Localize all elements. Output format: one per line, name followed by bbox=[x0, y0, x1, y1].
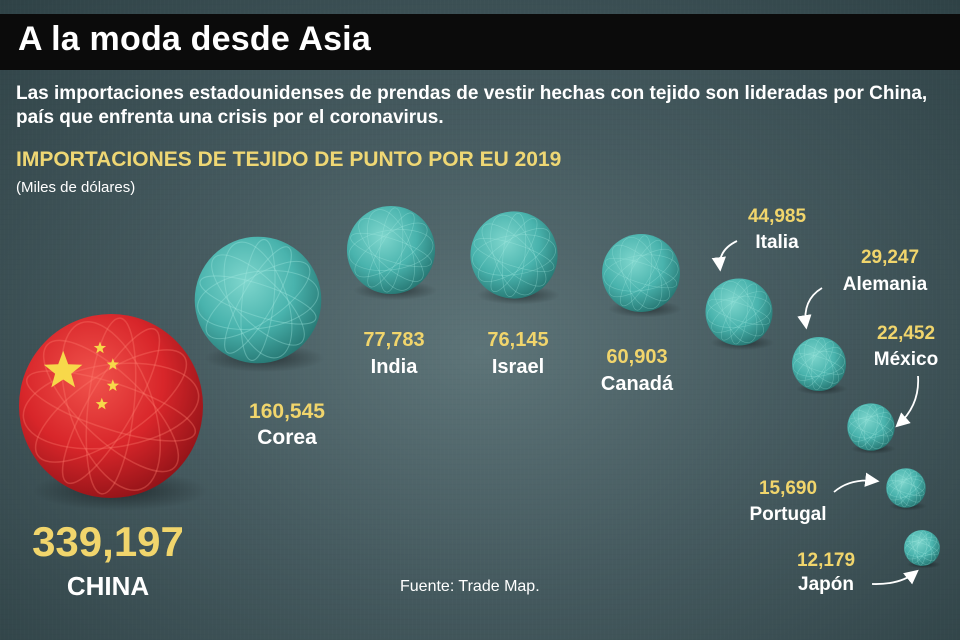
category-label-alemania: Alemania bbox=[843, 274, 928, 295]
yarn-ball-icon bbox=[602, 234, 680, 312]
yarn-ball-icon bbox=[847, 403, 895, 451]
yarn-texture-india bbox=[348, 207, 434, 293]
yarn-texture-china bbox=[22, 317, 200, 495]
bubble-israel bbox=[470, 211, 558, 299]
category-label-israel: Israel bbox=[492, 356, 544, 378]
source-note: Fuente: Trade Map. bbox=[400, 578, 540, 595]
bubble-mexico bbox=[847, 403, 895, 451]
bubble-india bbox=[346, 205, 436, 295]
yarn-texture-corea bbox=[197, 239, 319, 361]
category-label-portugal: Portugal bbox=[749, 504, 826, 525]
category-label-china: CHINA bbox=[67, 571, 150, 601]
value-label-japon: 12,179 bbox=[797, 550, 855, 571]
page-title: A la moda desde Asia bbox=[18, 20, 371, 58]
bubble-japon bbox=[904, 530, 940, 566]
category-label-canada: Canadá bbox=[601, 373, 674, 395]
yarn-ball-icon bbox=[705, 278, 773, 346]
bubble-china bbox=[19, 314, 203, 498]
yarn-ball-icon bbox=[904, 530, 940, 566]
yarn-texture-canada bbox=[603, 235, 679, 311]
curved-arrow-icon bbox=[797, 287, 823, 330]
title-bar: A la moda desde Asia bbox=[0, 14, 960, 70]
value-label-italia: 44,985 bbox=[748, 206, 807, 227]
value-label-corea: 160,545 bbox=[249, 400, 325, 423]
value-label-alemania: 29,247 bbox=[861, 247, 919, 268]
yarn-texture-japon bbox=[904, 530, 940, 566]
page-subtitle: Las importaciones estadounidenses de pre… bbox=[16, 83, 928, 128]
china-flag-stars-icon bbox=[43, 341, 119, 410]
bubble-portugal bbox=[886, 468, 926, 508]
curved-arrow-icon bbox=[895, 375, 920, 428]
curved-arrow-icon bbox=[833, 472, 880, 493]
yarn-ball-icon bbox=[886, 468, 926, 508]
yarn-texture-israel bbox=[472, 213, 556, 297]
category-label-corea: Corea bbox=[257, 426, 317, 449]
bubble-alemania bbox=[791, 336, 847, 392]
yarn-texture-portugal bbox=[886, 468, 926, 508]
bubble-italia bbox=[705, 278, 773, 346]
yarn-texture-mexico bbox=[848, 404, 894, 450]
category-label-italia: Italia bbox=[755, 232, 799, 253]
category-label-india: India bbox=[371, 356, 419, 378]
yarn-texture-italia bbox=[706, 279, 772, 345]
yarn-ball-icon bbox=[346, 205, 436, 295]
value-label-canada: 60,903 bbox=[606, 346, 667, 368]
yarn-ball-icon bbox=[19, 314, 203, 498]
chart-title: IMPORTACIONES DE TEJIDO DE PUNTO POR EU … bbox=[16, 148, 562, 171]
curved-arrow-icon bbox=[871, 569, 919, 585]
yarn-ball-icon bbox=[470, 211, 558, 299]
value-label-portugal: 15,690 bbox=[759, 478, 817, 499]
yarn-texture-alemania bbox=[792, 337, 846, 391]
yarn-ball-icon bbox=[791, 336, 847, 392]
bubble-canada bbox=[602, 234, 680, 312]
value-label-israel: 76,145 bbox=[487, 329, 548, 351]
unit-note: (Miles de dólares) bbox=[16, 179, 136, 196]
curved-arrow-icon bbox=[711, 240, 738, 272]
yarn-ball-icon bbox=[194, 236, 322, 364]
value-label-china: 339,197 bbox=[32, 518, 184, 565]
category-label-mexico: México bbox=[874, 349, 938, 370]
value-label-india: 77,783 bbox=[363, 329, 424, 351]
value-label-mexico: 22,452 bbox=[877, 323, 935, 344]
category-label-japon: Japón bbox=[798, 574, 854, 595]
bubble-corea bbox=[194, 236, 322, 364]
